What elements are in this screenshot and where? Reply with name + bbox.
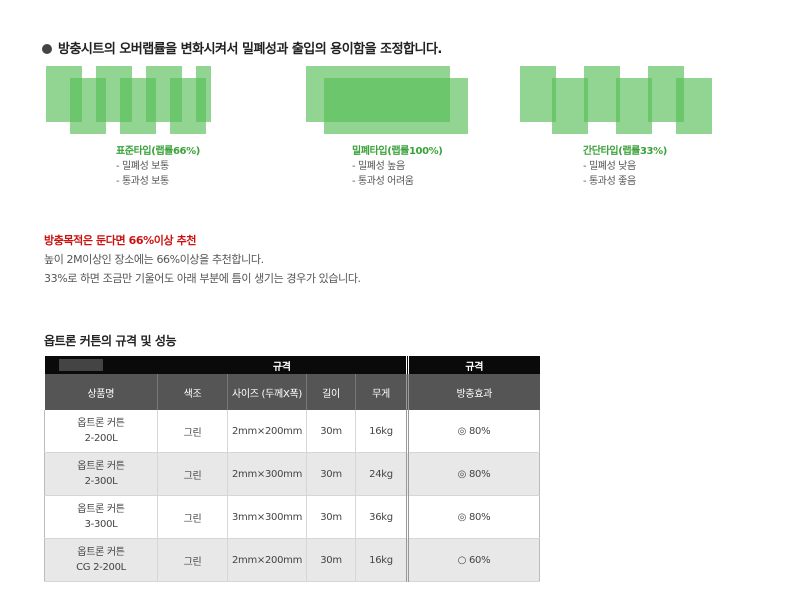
size-cell: 2mm×200mm xyxy=(227,410,307,453)
product-name-cell: 옵트론 커튼 2-300L xyxy=(44,452,158,496)
table-row: 옵트론 커튼 2-300L 그린 2mm×300mm 30m 24kg ◎ 80% xyxy=(44,452,540,496)
column-header: 색조 xyxy=(157,374,228,410)
header-placeholder-block xyxy=(44,356,158,374)
product-name-cell: 옵트론 커튼 2-200L xyxy=(44,410,158,453)
heading-text: 방충시트의 오버랩률을 변화시켜서 밀폐성과 출입의 용이함을 조정합니다. xyxy=(58,42,442,57)
type-title: 밀폐타입(랩률100%) xyxy=(352,146,443,157)
weight-cell: 36kg xyxy=(355,495,408,539)
spec-title: 옵트론 커튼의 규격 및 성능 xyxy=(44,334,177,348)
weight-cell: 16kg xyxy=(355,538,408,582)
recommendation-line: 33%로 하면 조금만 기울어도 아래 부분에 틈이 생기는 경우가 있습니다. xyxy=(44,272,361,285)
color-cell: 그린 xyxy=(157,495,228,539)
type-line: - 밀폐성 높음 xyxy=(352,161,405,172)
type-caption-simple: 간단타입(랩률33%) - 밀폐성 낮음 - 통과성 좋음 xyxy=(583,144,667,189)
table-row: 옵트론 커튼 3-300L 그린 3mm×300mm 30m 36kg ◎ 80% xyxy=(44,495,540,539)
type-line: - 밀폐성 낮음 xyxy=(583,161,636,172)
column-header: 길이 xyxy=(306,374,356,410)
curtain-strip xyxy=(432,78,468,134)
curtain-strip xyxy=(676,78,712,134)
group-header-spec: 규격 xyxy=(157,356,408,374)
column-header: 방충효과 xyxy=(406,374,540,410)
table-row: 옵트론 커튼 CG 2-200L 그린 2mm×200mm 30m 16kg ○ … xyxy=(44,538,540,582)
size-cell: 2mm×300mm xyxy=(227,452,307,496)
product-name-cell: 옵트론 커튼 CG 2-200L xyxy=(44,538,158,582)
recommendation-line: 높이 2M이상인 장소에는 66%이상을 추천합니다. xyxy=(44,253,264,266)
weight-cell: 24kg xyxy=(355,452,408,496)
curtain-strip xyxy=(520,66,556,122)
type-caption-sealed: 밀폐타입(랩률100%) - 밀폐성 높음 - 통과성 어려움 xyxy=(352,144,443,189)
curtain-strip xyxy=(552,78,588,134)
effect-cell: ◎ 80% xyxy=(406,495,540,539)
section-heading: 방충시트의 오버랩률을 변화시켜서 밀폐성과 출입의 용이함을 조정합니다. xyxy=(42,38,442,57)
column-header: 상품명 xyxy=(44,374,158,410)
length-cell: 30m xyxy=(306,410,356,453)
overlap-diagram-simple xyxy=(520,66,712,134)
color-cell: 그린 xyxy=(157,538,228,582)
type-line: - 통과성 좋음 xyxy=(583,176,636,187)
type-title: 표준타입(랩률66%) xyxy=(116,146,200,157)
column-header: 무게 xyxy=(355,374,408,410)
length-cell: 30m xyxy=(306,538,356,582)
type-line: - 통과성 보통 xyxy=(116,176,169,187)
spec-table: 규격 규격 상품명 색조 사이즈 (두께X폭) 길이 무게 방충효과 옵트론 커… xyxy=(44,356,540,582)
size-cell: 2mm×200mm xyxy=(227,538,307,582)
color-cell: 그린 xyxy=(157,410,228,453)
overlap-diagram-sealed xyxy=(306,66,472,134)
effect-cell: ○ 60% xyxy=(406,538,540,582)
curtain-strip xyxy=(196,66,211,122)
type-caption-standard: 표준타입(랩률66%) - 밀폐성 보통 - 통과성 보통 xyxy=(116,144,200,189)
type-line: - 통과성 어려움 xyxy=(352,176,414,187)
curtain-strip xyxy=(616,78,652,134)
product-name-cell: 옵트론 커튼 3-300L xyxy=(44,495,158,539)
table-header-row: 상품명 색조 사이즈 (두께X폭) 길이 무게 방충효과 xyxy=(44,374,540,410)
table-group-header-row: 규격 규격 xyxy=(44,356,540,374)
bullet-dot-icon xyxy=(42,44,52,54)
recommendation-title: 방충목적은 둔다면 66%이상 추천 xyxy=(44,234,197,247)
table-row: 옵트론 커튼 2-200L 그린 2mm×200mm 30m 16kg ◎ 80% xyxy=(44,410,540,453)
effect-cell: ◎ 80% xyxy=(406,452,540,496)
type-title: 간단타입(랩률33%) xyxy=(583,146,667,157)
column-header: 사이즈 (두께X폭) xyxy=(227,374,307,410)
weight-cell: 16kg xyxy=(355,410,408,453)
effect-cell: ◎ 80% xyxy=(406,410,540,453)
length-cell: 30m xyxy=(306,452,356,496)
length-cell: 30m xyxy=(306,495,356,539)
type-line: - 밀폐성 보통 xyxy=(116,161,169,172)
overlap-diagram-standard xyxy=(46,66,211,134)
curtain-strip xyxy=(584,66,620,122)
group-header-performance: 규격 xyxy=(406,356,540,374)
color-cell: 그린 xyxy=(157,452,228,496)
size-cell: 3mm×300mm xyxy=(227,495,307,539)
